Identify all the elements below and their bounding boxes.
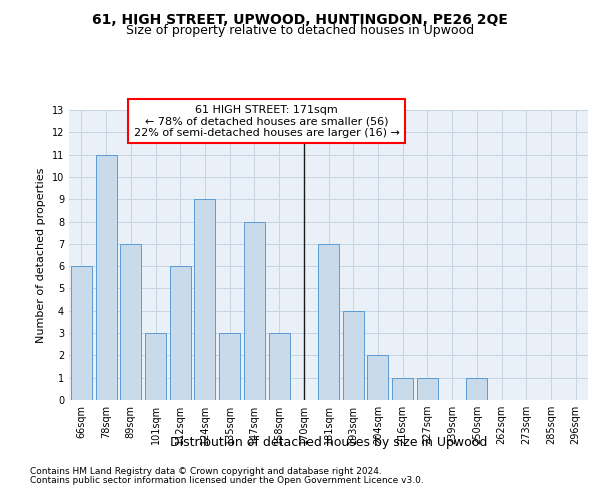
Bar [343,311,364,400]
Bar [244,222,265,400]
Bar [71,266,92,400]
Bar [120,244,141,400]
Text: 61, HIGH STREET, UPWOOD, HUNTINGDON, PE26 2QE: 61, HIGH STREET, UPWOOD, HUNTINGDON, PE2… [92,12,508,26]
Bar [318,244,339,400]
Bar [269,333,290,400]
Bar [367,356,388,400]
Text: Size of property relative to detached houses in Upwood: Size of property relative to detached ho… [126,24,474,37]
Bar [170,266,191,400]
Bar [194,199,215,400]
Text: Contains public sector information licensed under the Open Government Licence v3: Contains public sector information licen… [30,476,424,485]
Bar [392,378,413,400]
Text: 61 HIGH STREET: 171sqm
← 78% of detached houses are smaller (56)
22% of semi-det: 61 HIGH STREET: 171sqm ← 78% of detached… [134,104,400,138]
Text: Contains HM Land Registry data © Crown copyright and database right 2024.: Contains HM Land Registry data © Crown c… [30,467,382,476]
Bar [145,333,166,400]
Bar [95,154,116,400]
Bar [417,378,438,400]
Y-axis label: Number of detached properties: Number of detached properties [36,168,46,342]
Text: Distribution of detached houses by size in Upwood: Distribution of detached houses by size … [170,436,487,449]
Bar [466,378,487,400]
Bar [219,333,240,400]
